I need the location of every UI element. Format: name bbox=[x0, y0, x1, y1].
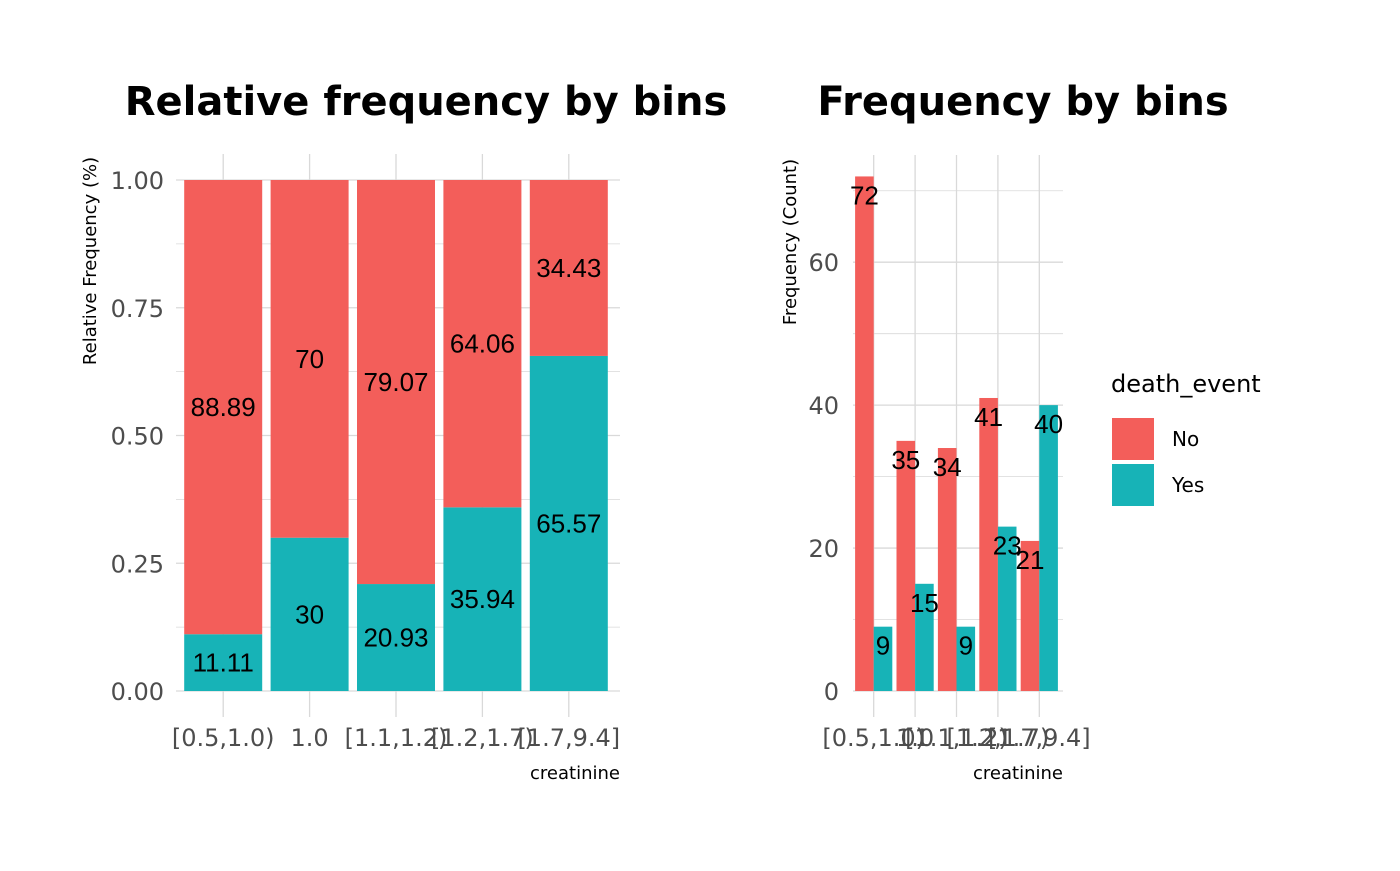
x-tick-label: 1.0 bbox=[896, 724, 934, 752]
data-label-no: 72 bbox=[850, 180, 879, 210]
x-tick-label: [1.1,1.2) bbox=[345, 724, 448, 752]
bar-yes bbox=[997, 526, 1017, 691]
bar-no bbox=[184, 180, 263, 635]
y-tick-label: 0.00 bbox=[111, 678, 164, 706]
bar-no bbox=[896, 440, 916, 691]
y-tick-label: 60 bbox=[808, 249, 839, 277]
bar-no bbox=[270, 180, 349, 538]
bar-no bbox=[1020, 540, 1040, 691]
data-label-yes: 20.93 bbox=[363, 623, 428, 653]
data-label-yes: 11.11 bbox=[193, 648, 254, 678]
x-tick-label: [1.7,9.4] bbox=[517, 724, 620, 752]
data-label-no: 64.06 bbox=[450, 329, 515, 359]
bar-no bbox=[529, 180, 608, 356]
legend-swatch-yes bbox=[1112, 464, 1154, 506]
bar-no bbox=[937, 448, 957, 691]
y-tick-label: 40 bbox=[808, 392, 839, 420]
y-tick-label: 0 bbox=[824, 678, 839, 706]
data-label-no: 88.89 bbox=[191, 392, 256, 422]
data-label-yes: 9 bbox=[876, 631, 890, 661]
bar-yes bbox=[357, 584, 435, 691]
y-tick-label: 0.50 bbox=[111, 423, 164, 451]
data-label-yes: 15 bbox=[910, 588, 939, 618]
bar-no bbox=[443, 180, 522, 508]
bar-yes bbox=[1039, 405, 1058, 691]
x-tick-label: [1.2,1.7) bbox=[431, 724, 534, 752]
data-label-no: 34.43 bbox=[536, 253, 601, 283]
x-axis-label: creatinine bbox=[973, 763, 1063, 784]
x-tick-label: 1.0 bbox=[291, 724, 329, 752]
bar-yes bbox=[443, 507, 522, 691]
y-tick-label: 20 bbox=[808, 535, 839, 563]
y-tick-label: 1.00 bbox=[111, 167, 164, 195]
data-label-no: 79.07 bbox=[363, 367, 428, 397]
data-label-yes: 40 bbox=[1034, 409, 1063, 439]
legend-swatch-no bbox=[1112, 418, 1154, 460]
bar-yes bbox=[184, 634, 263, 691]
data-label-yes: 9 bbox=[959, 631, 973, 661]
data-label-no: 21 bbox=[1016, 545, 1045, 575]
x-tick-label: [0.5,1.0) bbox=[172, 724, 275, 752]
bar-no bbox=[855, 176, 874, 691]
legend-label-yes: Yes bbox=[1171, 473, 1204, 497]
data-label-no: 70 bbox=[295, 344, 324, 374]
data-label-no: 35 bbox=[891, 445, 920, 475]
y-axis-label: Relative Frequency (%) bbox=[80, 157, 101, 365]
x-axis-label: creatinine bbox=[530, 763, 620, 784]
bar-yes bbox=[270, 537, 349, 691]
data-label-yes: 30 bbox=[295, 599, 324, 629]
x-tick-label: [1.1,1.2) bbox=[905, 724, 1008, 752]
y-axis-label: Frequency (Count) bbox=[780, 159, 801, 325]
data-label-no: 34 bbox=[933, 452, 962, 482]
data-label-yes: 65.57 bbox=[536, 508, 601, 538]
bar-yes bbox=[873, 626, 893, 691]
chart-title: Frequency by bins bbox=[817, 79, 1228, 125]
x-tick-label: [1.2,1.7) bbox=[947, 724, 1050, 752]
bar-yes bbox=[529, 355, 608, 691]
y-tick-label: 0.25 bbox=[111, 550, 164, 578]
y-tick-label: 0.75 bbox=[111, 295, 164, 323]
data-label-yes: 23 bbox=[993, 531, 1022, 561]
bar-yes bbox=[915, 583, 934, 691]
legend-title: death_event bbox=[1111, 370, 1261, 398]
relative-frequency-panel: 11.11 88.89 30 70 20.93 79.07 35.94 64.06 65.57 3… bbox=[80, 79, 727, 784]
x-tick-label: [1.7,9.4] bbox=[988, 724, 1091, 752]
bar-yes bbox=[956, 626, 976, 691]
bar-no bbox=[979, 397, 998, 691]
data-label-yes: 35.94 bbox=[450, 584, 515, 614]
frequency-panel: 7293515349412321400204060[0.5,1.0)1.0[1.… bbox=[780, 79, 1229, 784]
bar-no bbox=[357, 180, 435, 585]
legend-label-no: No bbox=[1172, 427, 1199, 451]
data-label-no: 41 bbox=[974, 402, 1003, 432]
chart-title: Relative frequency by bins bbox=[125, 79, 728, 125]
x-tick-label: [0.5,1.0) bbox=[822, 724, 925, 752]
legend: death_event No Yes bbox=[1111, 370, 1261, 506]
